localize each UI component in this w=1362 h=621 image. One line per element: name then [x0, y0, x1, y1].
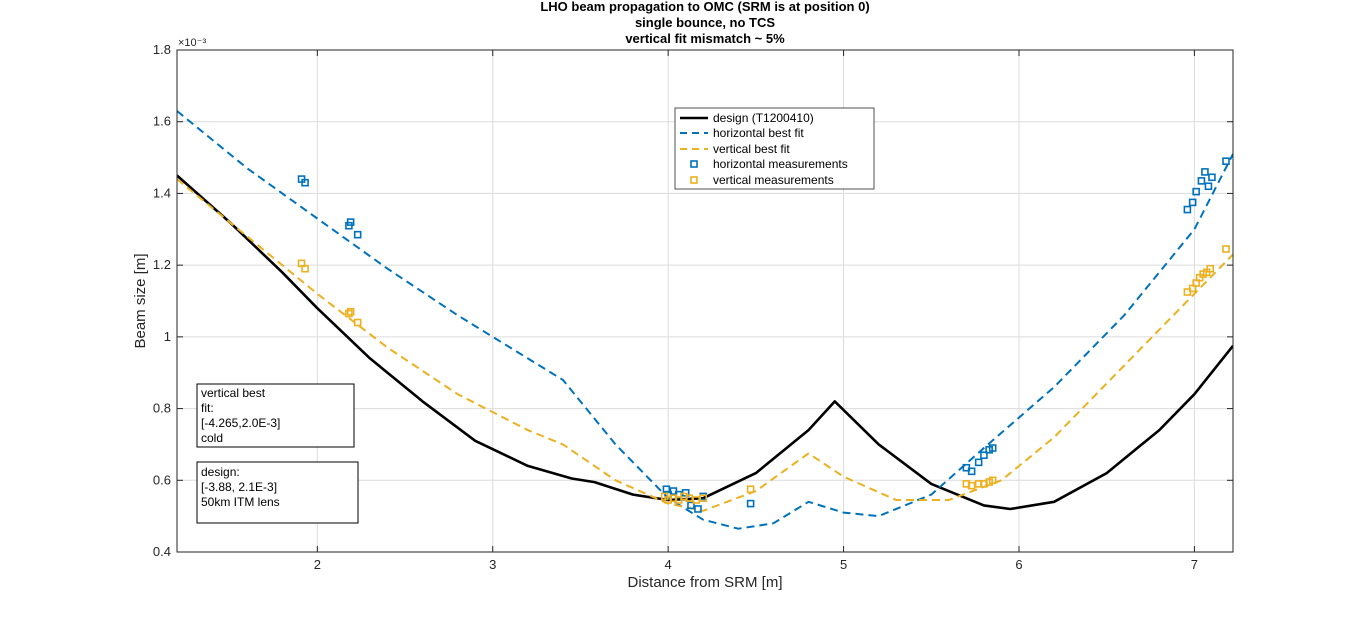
vertical-measurements-point: [1222, 245, 1230, 253]
legend: design (T1200410) horizontal best fit ve…: [674, 107, 875, 190]
legend-entry-horizontal-measurements: horizontal measurements: [713, 157, 848, 171]
y-tick-label: 0.6: [153, 472, 171, 487]
horizontal-measurements-point: [353, 230, 362, 239]
design-annotation-box: [196, 461, 359, 524]
vertical-measurements-point: [692, 496, 701, 504]
x-tick-label: 3: [489, 557, 496, 572]
x-tick-label: 4: [665, 557, 672, 572]
axis-ticks: 2 3 4 5 6 7 0.4 0.6 0.8 1 1.2 1.4 1.6 1.8: [153, 42, 1233, 572]
plot-frame: [176, 49, 1234, 553]
x-axis-label: Distance from SRM [m]: [627, 574, 782, 591]
y-tick-label: 1.8: [153, 42, 171, 57]
x-tick-label: 7: [1191, 557, 1198, 572]
horizontal-measurements-point: [1188, 198, 1197, 207]
vertical-measurements-point: [301, 264, 309, 273]
horizontal-measurements-point: [694, 505, 702, 513]
vertical-measurements-point: [1206, 264, 1214, 273]
vertical-measurements-point: [685, 494, 694, 503]
design-t1200410-line: [177, 174, 1233, 511]
x-tick-label: 2: [314, 557, 321, 572]
horizontal-measurements-point: [346, 218, 355, 226]
chart-title-line-3: vertical fit mismatch ~ 5%: [625, 31, 785, 46]
horizontal-measurements-point: [1204, 182, 1213, 191]
series-group: [177, 110, 1233, 530]
horizontal-measurements-point: [974, 458, 983, 467]
data-series: [177, 110, 1233, 530]
vertical-fit-annotation-line: [-4.265,2.0E-3]: [201, 416, 280, 430]
y-tick-label: 1.2: [153, 257, 171, 272]
horizontal-measurements-point: [1183, 205, 1192, 214]
vertical-measurements-point: [967, 481, 976, 490]
vertical-fit-annotation-line: cold: [201, 431, 223, 445]
legend-swatch-vertical-measurements: [690, 176, 698, 184]
horizontal-best-fit-line: [177, 110, 1233, 530]
legend-entry-design: design (T1200410): [713, 111, 814, 125]
legend-entry-vertical-fit: vertical best fit: [713, 142, 790, 156]
design-annotation-line: 50km ITM lens: [201, 495, 280, 509]
vertical-measurements-point: [353, 318, 362, 327]
x-tick-label: 6: [1015, 557, 1022, 572]
vertical-measurements-point: [345, 309, 353, 318]
design-annotation-line: [-3.88, 2.1E-3]: [201, 480, 277, 494]
y-tick-label: 1: [164, 329, 171, 344]
vertical-measurements-point: [346, 307, 355, 316]
horizontal-measurements-point: [1201, 168, 1209, 176]
chart-title-line-1: LHO beam propagation to OMC (SRM is at p…: [540, 0, 869, 14]
horizontal-measurements-point: [967, 467, 976, 476]
horizontal-measurements-point: [1208, 173, 1216, 182]
x-tick-label: 5: [840, 557, 847, 572]
horizontal-measurements-point: [980, 451, 988, 459]
y-axis-label: Beam size [m]: [132, 253, 149, 348]
horizontal-measurements-point: [746, 499, 755, 508]
horizontal-measurements-point: [1192, 187, 1200, 196]
vertical-measurements-point: [988, 476, 997, 485]
horizontal-measurements-point: [1197, 177, 1206, 185]
chart-title-line-2: single bounce, no TCS: [635, 15, 775, 30]
legend-entry-horizontal-fit: horizontal best fit: [713, 126, 804, 140]
vertical-fit-annotation: vertical best fit: [-4.265,2.0E-3] cold: [196, 383, 355, 448]
y-axis-exponent: ×10⁻³: [178, 37, 206, 49]
horizontal-measurements-point: [301, 178, 309, 187]
design-annotation: design: [-3.88, 2.1E-3] 50km ITM lens: [196, 461, 359, 524]
legend-swatch-horizontal-measurements: [690, 160, 698, 168]
y-tick-label: 0.4: [153, 544, 171, 559]
vertical-best-fit-line: [177, 178, 1233, 512]
horizontal-measurements-point: [1222, 157, 1230, 165]
vertical-measurements-point: [746, 485, 755, 494]
legend-entry-vertical-measurements: vertical measurements: [713, 173, 834, 187]
vertical-measurements-point: [699, 494, 708, 503]
legend-box: [674, 107, 875, 190]
design-annotation-line: design:: [201, 465, 240, 479]
y-tick-label: 1.4: [153, 185, 171, 200]
horizontal-measurements-point: [687, 501, 695, 510]
vertical-fit-annotation-line: vertical best: [201, 386, 266, 400]
horizontal-measurements-point: [988, 444, 997, 452]
vertical-fit-annotation-box: [196, 383, 355, 448]
y-tick-label: 1.6: [153, 114, 171, 129]
vertical-fit-annotation-line: fit:: [201, 401, 214, 415]
y-tick-label: 0.8: [153, 401, 171, 416]
